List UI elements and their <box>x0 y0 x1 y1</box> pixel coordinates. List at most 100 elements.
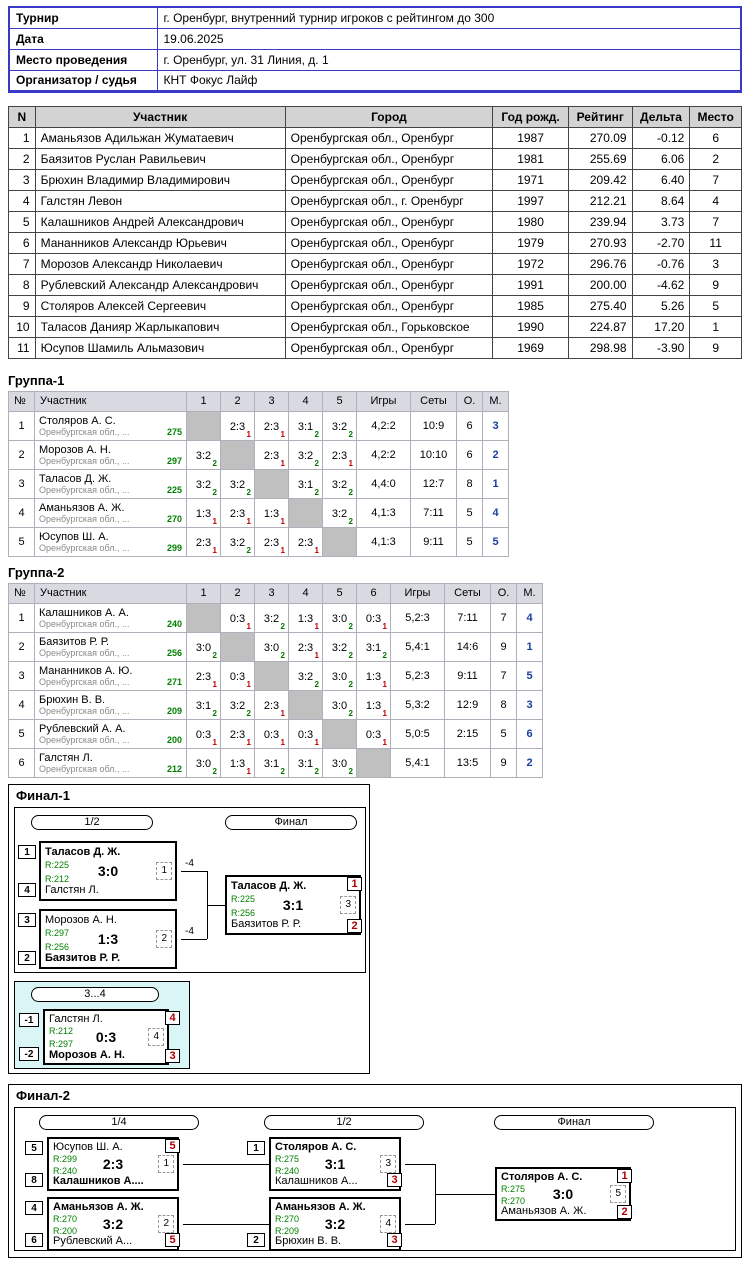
player-rating: 225 <box>166 484 182 495</box>
place-badge: 5 <box>165 1138 180 1153</box>
seed-box: 4 <box>25 1200 43 1215</box>
player-subline: Оренбургская обл., ... 212 <box>39 764 182 774</box>
info-label: Место проведения <box>8 48 158 71</box>
birth-year: 1985 <box>492 294 569 317</box>
group-table-1: № Участник 1 2 3 4 5 Игры Сеты О. М. 1 Столяров А. С… <box>8 390 509 557</box>
round-label-semifinal: 1/2 <box>264 1114 424 1130</box>
points-cell: 5 <box>490 718 517 749</box>
participant-name: Аманьязов Адильжан Жуматаевич <box>34 126 286 149</box>
participant-name: Таласов Данияр Жарлыкапович <box>34 315 286 338</box>
participant-city: Оренбургская обл., Оренбург <box>284 336 494 359</box>
birth-year: 1969 <box>492 336 569 359</box>
place-value: 9 <box>689 273 742 296</box>
score-cell: 0:3 1 <box>186 718 221 749</box>
info-row: Турнир г. Оренбург, внутренний турнир игр… <box>8 6 742 29</box>
match-score: 1:3 <box>297 612 314 625</box>
match-score: 3:0 <box>195 641 212 654</box>
match-score: 3:2 <box>331 478 348 491</box>
row-number: 3 <box>8 468 35 499</box>
score-cell: 1:3 1 <box>186 497 221 528</box>
player-name: Таласов Д. Ж. <box>231 879 307 892</box>
score-cell: 3:0 2 <box>322 747 357 778</box>
participant-city: Оренбургская обл., г. Оренбург <box>284 189 494 212</box>
player-cell: Галстян Л. Оренбургская обл., ... 212 <box>34 747 187 778</box>
score-cell: 2:3 1 <box>220 497 255 528</box>
points-cell: 6 <box>456 410 483 441</box>
player-name: Морозов А. Н. <box>45 913 117 926</box>
row-number: 2 <box>8 147 36 170</box>
rating-value: 224.87 <box>567 315 633 338</box>
place-value: 1 <box>689 315 742 338</box>
row-number: 1 <box>8 126 36 149</box>
sets-cell: 7:11 <box>410 497 457 528</box>
sets-cell: 14:6 <box>444 631 491 662</box>
score-cell: 3:0 2 <box>186 631 221 662</box>
player-cell: Таласов Д. Ж. Оренбургская обл., ... 225 <box>34 468 187 499</box>
match-score: 2:3 <box>263 536 280 549</box>
match-points: 2 <box>314 487 319 497</box>
score-cell: 3:1 2 <box>288 410 323 441</box>
match-box-qf2: Аманьязов А. Ж. R:270 3:2 2 R:200 Рублев… <box>47 1196 179 1251</box>
rating-value: 209.42 <box>567 168 633 191</box>
match-box-sf1: Таласов Д. Ж. R:225 3:0 1 R:212 Галстян … <box>39 840 177 901</box>
score-cell: 3:1 2 <box>186 689 221 720</box>
match-score: 3:2 <box>229 536 246 549</box>
games-cell: 5,2:3 <box>390 602 445 633</box>
connector-line <box>435 1193 495 1195</box>
birth-year: 1979 <box>492 231 569 254</box>
participant-row: 6 Мананников Александр Юрьевич Оренбургска… <box>8 231 742 254</box>
seed-box: 6 <box>25 1232 43 1247</box>
place-cell: 3 <box>516 689 543 720</box>
player-subline: Оренбургская обл., ... 200 <box>39 735 182 745</box>
match-points: 1 <box>246 429 251 439</box>
player-name: Баязитов Р. Р. <box>231 917 302 930</box>
player-subline: Оренбургская обл., ... 299 <box>39 543 182 553</box>
score-cell: 2:3 1 <box>254 526 289 557</box>
player-name: Калашников А. А. <box>39 606 129 619</box>
column-header-name: Участник <box>34 390 187 412</box>
match-score: 2:3 <box>229 420 246 433</box>
match-score: 3:0 <box>331 670 348 683</box>
score-cell: 1:3 1 <box>288 602 323 633</box>
group-row: 4 Брюхин В. В. Оренбургская обл., ... 209 3:… <box>8 689 543 720</box>
final2-bracket: Финал-2 1/4 1/2 Финал 5 8 Юсупов Ш. А. R… <box>8 1083 742 1258</box>
score-cell: 0:3 1 <box>356 718 391 749</box>
place-value: 7 <box>689 210 742 233</box>
match-points: 1 <box>280 429 285 439</box>
player-name: Таласов Д. Ж. <box>39 472 112 485</box>
player-subline: Оренбургская обл., ... 271 <box>39 677 182 687</box>
connector-line <box>181 938 207 940</box>
group-row: 3 Мананников А. Ю. Оренбургская обл., ... 2… <box>8 660 543 691</box>
groups-container: Группа-1 № Участник 1 2 3 4 5 Игры Сеты О. М. 1 Столя… <box>8 373 742 778</box>
player-region: Оренбургская обл., ... <box>39 618 130 629</box>
player-subline: Оренбургская обл., ... 297 <box>39 456 182 466</box>
place-value: 3 <box>689 252 742 275</box>
info-row: Место проведения г. Оренбург, ул. 31 Лини… <box>8 48 742 71</box>
match-points: 2 <box>382 650 387 660</box>
player-region: Оренбургская обл., ... <box>39 484 130 495</box>
group-row: 1 Калашников А. А. Оренбургская обл., ... 2… <box>8 602 543 633</box>
match-points: 2 <box>314 458 319 468</box>
column-header: О. <box>490 582 517 604</box>
place-value: 4 <box>689 189 742 212</box>
participant-city: Оренбургская обл., Оренбург <box>284 231 494 254</box>
match-points: 1 <box>382 708 387 718</box>
participant-row: 9 Столяров Алексей Сергеевич Оренбургская … <box>8 294 742 317</box>
row-number: 5 <box>8 526 35 557</box>
row-number: 3 <box>8 168 36 191</box>
player-rating: R:275 <box>501 1183 526 1194</box>
match-number: 2 <box>156 929 172 948</box>
match-score: 1:3 <box>263 507 280 520</box>
match-points: 1 <box>246 766 251 776</box>
place-badge: 5 <box>165 1232 180 1247</box>
group-header-row: № Участник 1 2 3 4 5 Игры Сеты О. М. <box>8 390 509 412</box>
delta-value: 6.06 <box>631 147 691 170</box>
player-rating: R:225 <box>45 859 70 870</box>
round-label-final: Финал <box>225 814 357 830</box>
row-number: 9 <box>8 294 36 317</box>
match-points: 2 <box>314 429 319 439</box>
participants-header-row: N Участник Город Год рожд. Рейтинг Дельта Мест… <box>8 105 742 128</box>
match-score: 2:3 <box>297 536 314 549</box>
score-cell: 3:1 2 <box>288 747 323 778</box>
